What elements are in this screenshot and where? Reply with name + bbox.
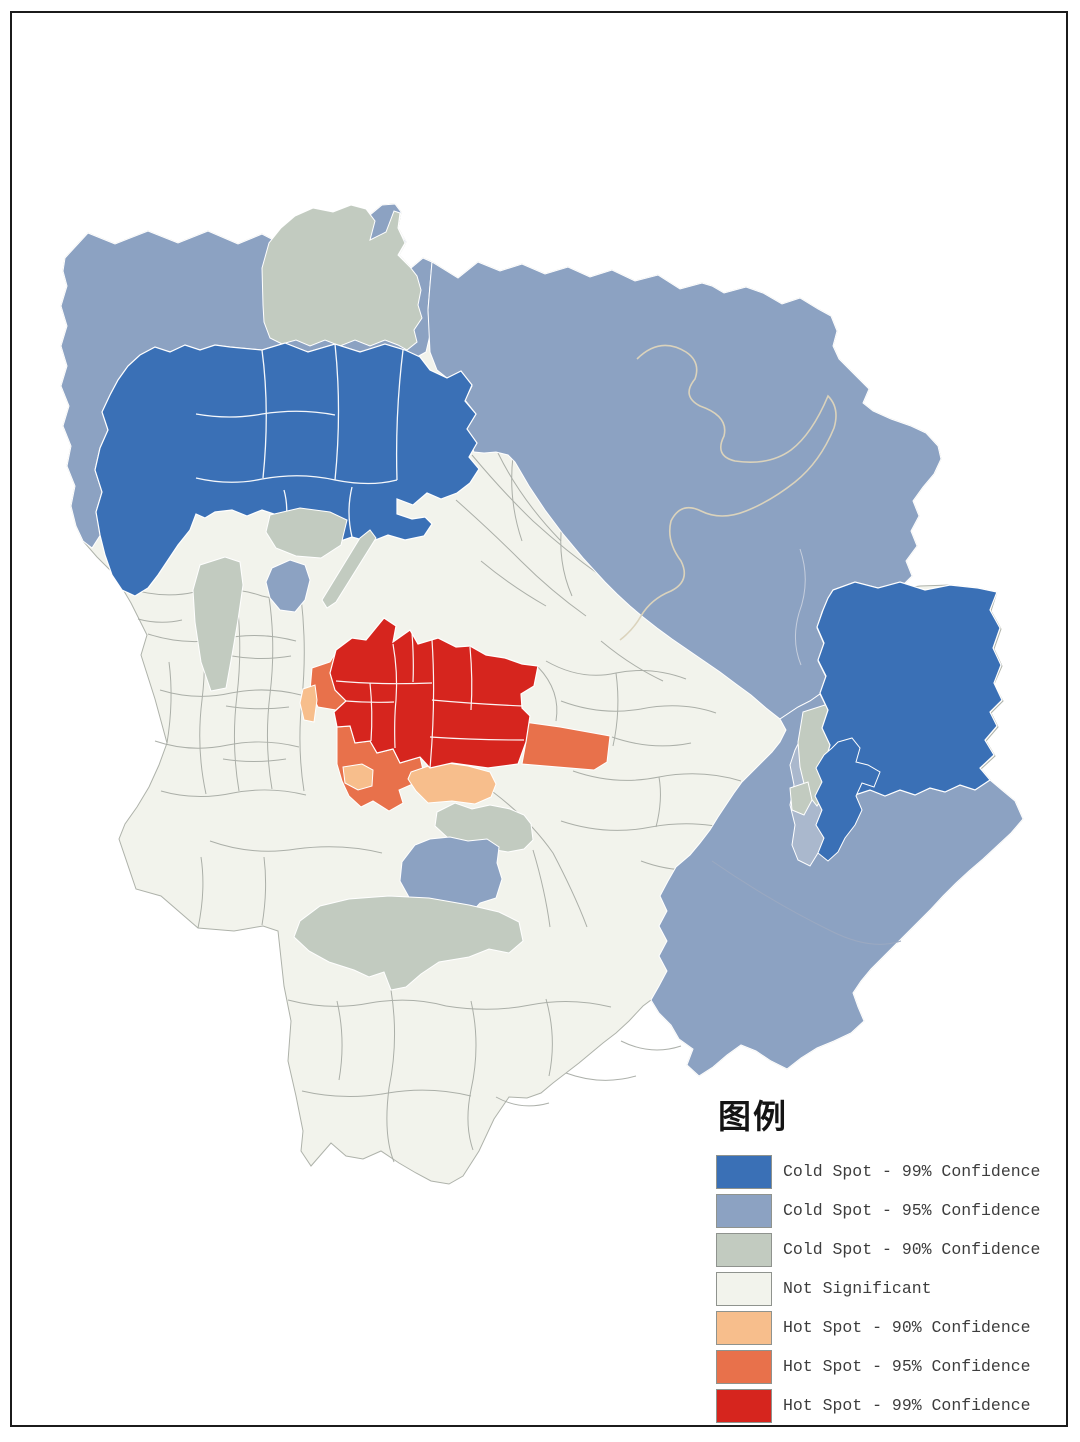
region-central-east-wedge <box>521 721 611 771</box>
legend-item-label: Cold Spot - 90% Confidence <box>783 1240 1041 1259</box>
legend-item-label: Hot Spot - 99% Confidence <box>783 1396 1031 1415</box>
legend-item-label: Not Significant <box>783 1279 932 1298</box>
region-east-strip <box>814 737 881 862</box>
legend-item-label: Hot Spot - 95% Confidence <box>783 1357 1031 1376</box>
hot95-swatch <box>716 1349 772 1384</box>
region-east-sliver-small <box>789 781 813 816</box>
region-central-west-strip <box>299 684 318 723</box>
legend: 图例 Cold Spot - 99% Confidence Cold Spot … <box>716 1090 1056 1425</box>
region-west-square <box>265 559 311 613</box>
notsig-swatch <box>716 1271 772 1306</box>
legend-title: 图例 <box>718 1100 788 1136</box>
se-belt-inner-line <box>711 860 902 945</box>
cold95-swatch <box>716 1193 772 1228</box>
legend-item-cold95: Cold Spot - 95% Confidence <box>716 1191 1056 1230</box>
legend-item-cold99: Cold Spot - 99% Confidence <box>716 1152 1056 1191</box>
legend-item-hot90: Hot Spot - 90% Confidence <box>716 1308 1056 1347</box>
region-central-south-band <box>407 761 497 805</box>
legend-item-cold90: Cold Spot - 90% Confidence <box>716 1230 1056 1269</box>
region-central-south-blob <box>342 763 374 791</box>
region-west-ribbon <box>321 529 377 609</box>
legend-item-label: Cold Spot - 99% Confidence <box>783 1162 1041 1181</box>
cold99-swatch <box>716 1154 772 1189</box>
ne-belt-tan-boundary <box>619 344 837 641</box>
ne-belt-inner-line <box>795 548 806 666</box>
region-southeast-belt <box>650 693 1024 1077</box>
legend-item-label: Cold Spot - 95% Confidence <box>783 1201 1041 1220</box>
legend-item-hot99: Hot Spot - 99% Confidence <box>716 1386 1056 1425</box>
cold90-swatch <box>716 1232 772 1267</box>
legend-item-label: Hot Spot - 90% Confidence <box>783 1318 1031 1337</box>
region-west-knob <box>265 507 348 559</box>
region-north-center-patch <box>261 204 423 351</box>
legend-item-notsig: Not Significant <box>716 1269 1056 1308</box>
region-east-blob <box>816 581 1003 797</box>
region-west-band <box>192 556 244 692</box>
legend-item-hot95: Hot Spot - 95% Confidence <box>716 1347 1056 1386</box>
core-cluster-subdivisions <box>335 632 525 769</box>
hot90-swatch <box>716 1310 772 1345</box>
region-south-band <box>293 895 524 991</box>
hot99-swatch <box>716 1388 772 1423</box>
